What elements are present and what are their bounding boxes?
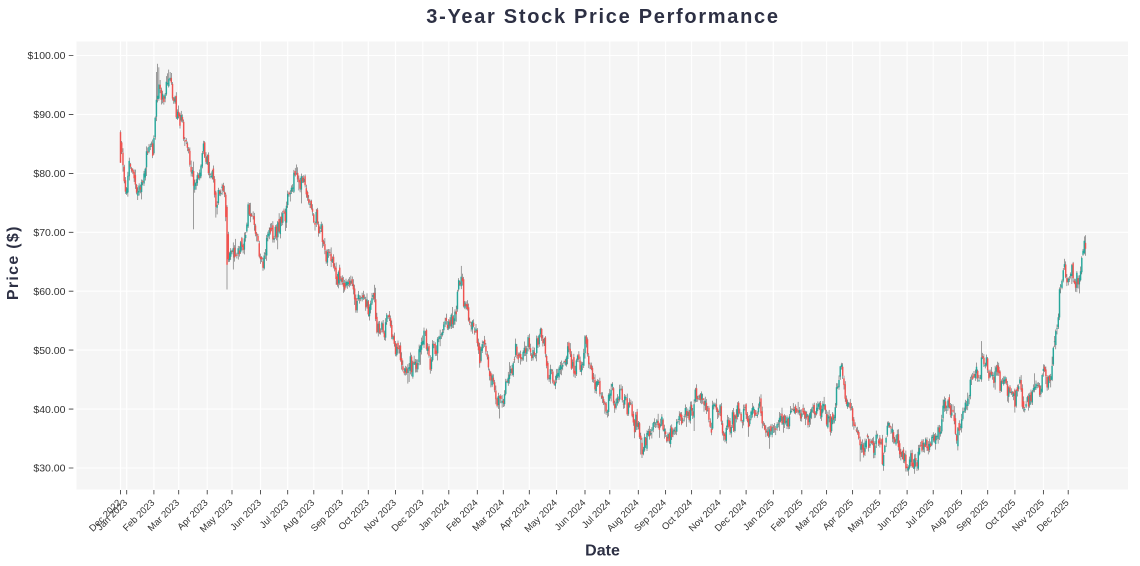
- svg-text:3-Year Stock Price Performance: 3-Year Stock Price Performance: [426, 6, 779, 28]
- svg-text:$50.00: $50.00: [33, 345, 65, 357]
- svg-text:$90.00: $90.00: [33, 109, 65, 121]
- svg-text:$80.00: $80.00: [33, 168, 65, 180]
- svg-text:$70.00: $70.00: [33, 227, 65, 239]
- svg-text:$100.00: $100.00: [28, 50, 66, 62]
- svg-text:$40.00: $40.00: [33, 404, 65, 416]
- svg-text:Price ($): Price ($): [5, 225, 22, 300]
- svg-text:Jun 2024: Jun 2024: [553, 498, 588, 533]
- svg-text:Date: Date: [585, 543, 620, 560]
- svg-text:Jun 2023: Jun 2023: [228, 498, 263, 533]
- svg-text:$30.00: $30.00: [33, 463, 65, 475]
- svg-text:$60.00: $60.00: [33, 286, 65, 298]
